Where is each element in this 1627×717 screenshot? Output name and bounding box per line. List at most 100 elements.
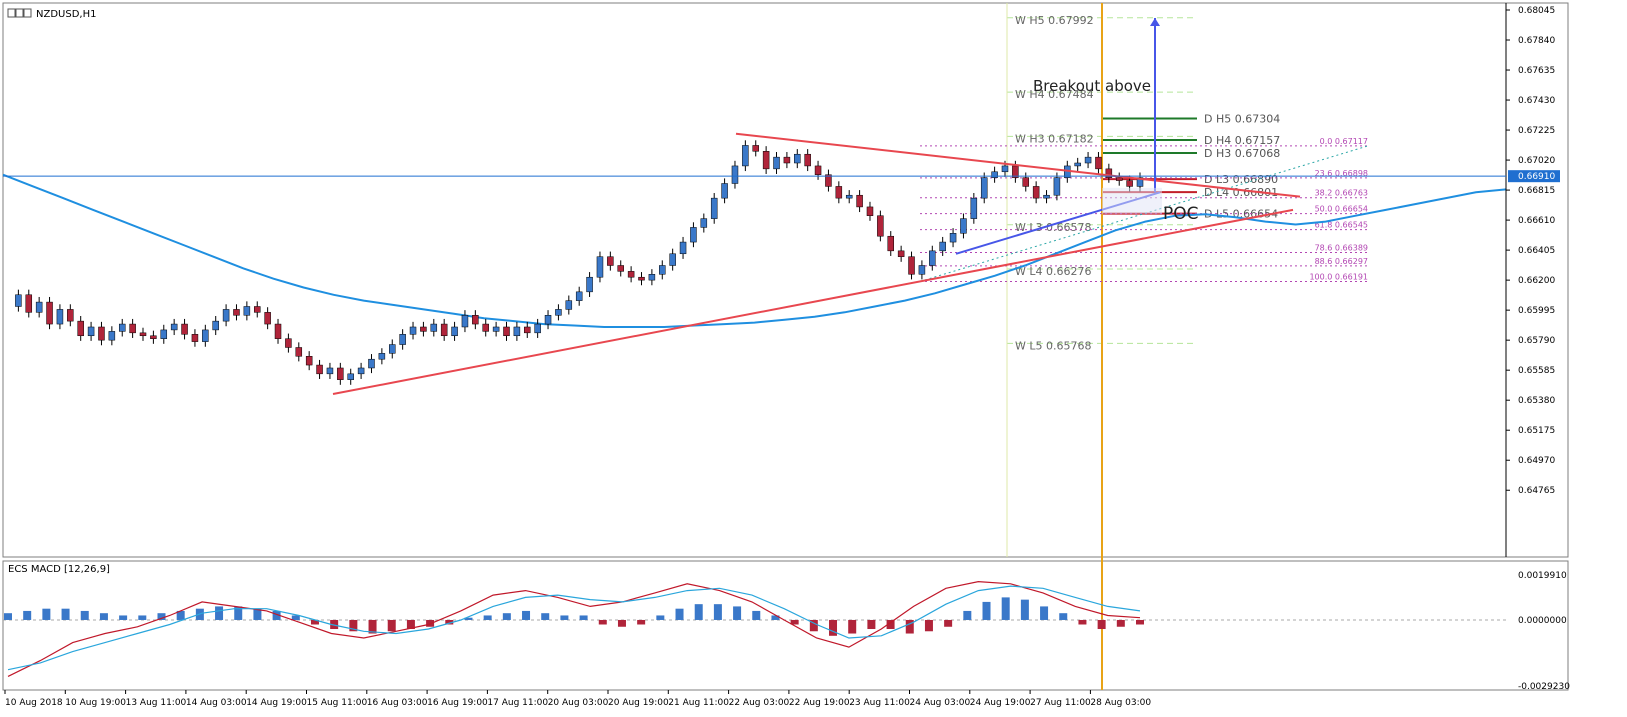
- macd-histogram-bar: [963, 610, 972, 620]
- candle-body: [440, 323, 448, 337]
- x-tick-label: 16 Aug 19:00: [427, 698, 488, 708]
- macd-histogram-bar: [1116, 619, 1125, 627]
- macd-histogram-bar: [656, 615, 665, 620]
- macd-histogram-bar: [215, 606, 224, 620]
- macd-tick-label: 0.0019910: [1518, 571, 1567, 581]
- candle-body: [617, 265, 624, 272]
- candle-body: [825, 174, 832, 187]
- fib-level-label: 0.0 0.67117: [1320, 137, 1368, 146]
- macd-histogram-bar: [733, 606, 742, 620]
- candle-body: [451, 326, 458, 337]
- macd-histogram-bar: [771, 615, 780, 620]
- candle-body: [326, 367, 334, 375]
- macd-histogram-bar: [368, 619, 377, 634]
- fib-level-label: 50.0 0.66654: [1315, 205, 1368, 214]
- y-tick-label: 0.65175: [1518, 426, 1555, 436]
- weekly-pivot-label: W H5 0.67992: [1015, 14, 1094, 27]
- fib-level-label: 61.8 0.66545: [1315, 221, 1368, 230]
- candle-body: [98, 326, 105, 341]
- macd-histogram-bar: [80, 610, 89, 620]
- daily-pivot-label: D H5 0.67304: [1204, 112, 1280, 125]
- x-tick-label: 24 Aug 19:00: [970, 698, 1031, 708]
- candle-body: [586, 276, 593, 293]
- y-tick-label: 0.64765: [1518, 486, 1555, 496]
- y-tick-label: 0.66610: [1518, 216, 1555, 226]
- x-tick-label: 17 Aug 11:00: [487, 698, 548, 708]
- macd-histogram-bar: [1001, 597, 1010, 620]
- candle-body: [690, 227, 697, 243]
- macd-tick-label: -0.0029230: [1518, 682, 1570, 692]
- candle-body: [918, 265, 926, 275]
- candle-body: [77, 320, 84, 337]
- candle-body: [638, 276, 645, 281]
- candle-body: [378, 353, 386, 360]
- y-tick-label: 0.65380: [1518, 396, 1555, 406]
- candle-body: [1074, 162, 1081, 167]
- candle-body: [877, 215, 884, 237]
- candle-body: [762, 151, 770, 170]
- x-tick-label: 10 Aug 19:00: [65, 698, 126, 708]
- candle-body: [389, 344, 396, 354]
- x-tick-label: 22 Aug 03:00: [729, 698, 790, 708]
- candle-body: [669, 253, 676, 266]
- candle-body: [1043, 194, 1050, 199]
- y-tick-label: 0.68045: [1518, 6, 1555, 16]
- breakout-arrow-head: [1150, 18, 1160, 27]
- y-tick-label: 0.66815: [1518, 186, 1555, 196]
- candle-body: [118, 323, 126, 332]
- macd-histogram-bar: [234, 606, 243, 620]
- candle-body: [939, 241, 946, 252]
- candles-layer: [15, 140, 1144, 385]
- macd-histogram-bar: [502, 613, 511, 620]
- x-tick-label: 27 Aug 11:00: [1030, 698, 1091, 708]
- candle-body: [908, 256, 915, 275]
- y-tick-label: 0.66405: [1518, 246, 1555, 256]
- candle-body: [897, 250, 905, 257]
- macd-histogram-bar: [1078, 619, 1087, 625]
- y-tick-label: 0.67020: [1518, 156, 1555, 166]
- macd-histogram-bar: [176, 610, 185, 620]
- macd-histogram-bar: [637, 619, 646, 625]
- candle-body: [461, 315, 469, 328]
- macd-histogram-bar: [349, 619, 358, 632]
- x-tick-label: 14 Aug 19:00: [246, 698, 307, 708]
- candle-body: [845, 194, 853, 199]
- macd-histogram-bar: [560, 615, 569, 620]
- macd-histogram-bar: [790, 619, 799, 625]
- candle-body: [492, 326, 500, 332]
- candle-body: [1053, 177, 1061, 196]
- candle-body: [87, 326, 95, 337]
- macd-histogram-bar: [387, 619, 396, 632]
- x-tick-label: 16 Aug 03:00: [367, 698, 428, 708]
- candle-body: [108, 331, 116, 341]
- daily-pivot-label: D H4 0.67157: [1204, 134, 1280, 147]
- fib-level-label: 100.0 0.66191: [1309, 272, 1368, 281]
- candle-body: [264, 312, 271, 325]
- macd-histogram-bar: [905, 619, 914, 634]
- x-tick-label: 28 Aug 03:00: [1090, 698, 1151, 708]
- symbol-label: NZDUSD,H1: [36, 9, 96, 20]
- candle-body: [253, 306, 261, 313]
- macd-histogram-bar: [675, 608, 684, 620]
- macd-histogram-bar: [4, 613, 12, 620]
- candle-body: [357, 367, 365, 375]
- macd-histogram-bar: [138, 615, 147, 620]
- macd-histogram-bar: [1059, 613, 1068, 620]
- macd-histogram-bar: [310, 619, 319, 625]
- signal-line: [7, 585, 1141, 671]
- candle-body: [742, 145, 749, 167]
- y-tick-label: 0.67840: [1518, 36, 1555, 46]
- candle-body: [139, 332, 147, 337]
- y-tick-label: 0.65790: [1518, 336, 1555, 346]
- candle-body: [472, 315, 479, 325]
- candle-body: [659, 265, 666, 275]
- candle-body: [991, 171, 998, 178]
- fibonacci-layer: 0.0 0.67117 23.6 0.66898 38.2 0.66763 50.0 …: [919, 137, 1369, 282]
- candle-body: [524, 326, 531, 334]
- macd-histogram-bar: [848, 619, 857, 634]
- candle-body: [129, 323, 136, 334]
- y-tick-label: 0.66200: [1518, 276, 1555, 286]
- macd-histogram-bar: [157, 613, 166, 620]
